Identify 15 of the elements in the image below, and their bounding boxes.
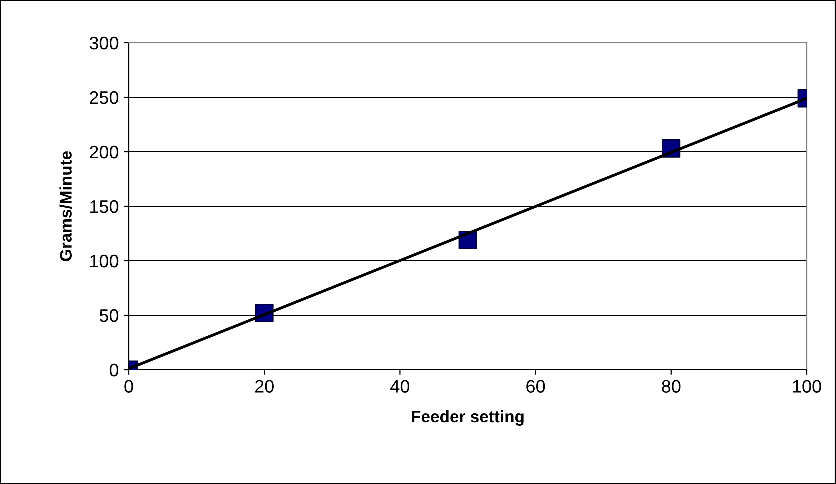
x-tick-label: 40 <box>390 380 410 393</box>
y-axis-title: Grams/Minute <box>60 152 72 262</box>
y-tick-label: 100 <box>90 254 119 268</box>
y-tick-label: 0 <box>110 364 119 377</box>
x-tick-label: 80 <box>662 380 681 393</box>
y-tick-label: 200 <box>90 146 119 159</box>
x-tick-label: 100 <box>793 380 822 393</box>
x-tick-label: 20 <box>255 380 274 393</box>
y-tick-label: 250 <box>90 91 119 104</box>
y-tick-label: 150 <box>90 200 119 214</box>
x-tick-label: 0 <box>124 380 134 393</box>
x-axis-title: Feeder setting <box>412 410 524 426</box>
x-tick-label: 60 <box>526 380 546 393</box>
y-tick-label: 300 <box>90 36 119 50</box>
y-tick-label: 50 <box>100 309 119 322</box>
